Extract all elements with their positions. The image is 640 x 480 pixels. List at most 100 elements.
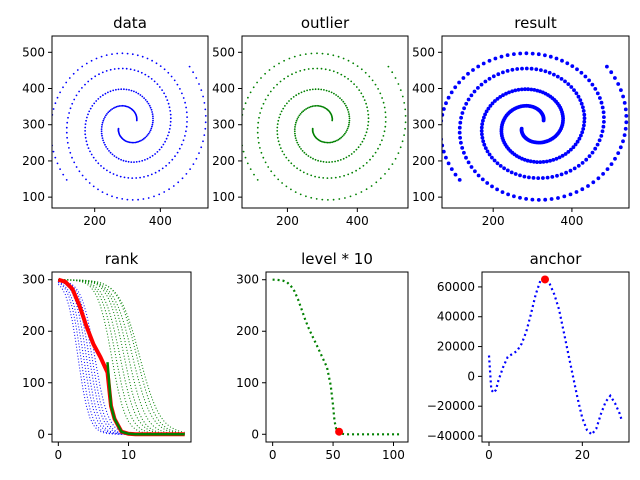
- scatter-point: [557, 155, 562, 160]
- scatter-point: [397, 152, 400, 155]
- scatter-point: [322, 141, 325, 143]
- scatter-point: [292, 96, 295, 98]
- scatter-point: [121, 198, 124, 200]
- scatter-point: [314, 88, 317, 91]
- scatter-point: [151, 111, 154, 113]
- x-tick-label: 20: [575, 448, 590, 462]
- scatter-point: [120, 88, 123, 91]
- scatter-point: [471, 68, 475, 72]
- scatter-point: [152, 117, 154, 120]
- scatter-point: [355, 193, 357, 196]
- scatter-point: [501, 70, 505, 75]
- scatter-point: [598, 96, 602, 100]
- scatter-point: [325, 141, 327, 144]
- scatter-point: [518, 195, 522, 200]
- scatter-point: [141, 138, 144, 141]
- scatter-point: [323, 89, 325, 91]
- scatter-point: [202, 140, 204, 143]
- scatter-point: [460, 111, 465, 115]
- scatter-point: [295, 121, 297, 124]
- scatter-point: [601, 172, 605, 176]
- scatter-point: [151, 121, 154, 124]
- scatter-point: [123, 88, 125, 91]
- scatter-point: [56, 96, 59, 99]
- scatter-point: [148, 104, 151, 107]
- axes-frame: [441, 35, 630, 209]
- scatter-point: [257, 136, 259, 139]
- scatter-point: [498, 95, 503, 99]
- scatter-point: [84, 126, 87, 129]
- scatter-point: [582, 112, 587, 117]
- scatter-point: [348, 113, 350, 115]
- scatter-point: [252, 86, 255, 89]
- scatter-point: [146, 57, 149, 60]
- axes-frame: [241, 35, 409, 209]
- scatter-point: [394, 157, 397, 160]
- scatter-point: [346, 127, 349, 130]
- scatter-point: [78, 170, 81, 173]
- scatter-point: [325, 161, 328, 164]
- scatter-point: [526, 87, 530, 92]
- scatter-point: [106, 193, 109, 196]
- scatter-point: [149, 106, 152, 109]
- scatter-point: [338, 137, 341, 140]
- scatter-point: [309, 156, 312, 159]
- scatter-point: [490, 184, 494, 189]
- scatter-point: [320, 88, 323, 91]
- scatter-point: [314, 158, 317, 161]
- scatter-point: [317, 88, 320, 91]
- scatter-point: [510, 89, 515, 94]
- scatter-point: [192, 71, 195, 74]
- scatter-point: [267, 166, 270, 168]
- scatter-point: [480, 177, 485, 182]
- scatter-point: [101, 191, 104, 194]
- scatter-point: [525, 158, 530, 163]
- scatter-point: [523, 87, 527, 92]
- scatter-point: [113, 155, 116, 157]
- scatter-point: [457, 178, 462, 182]
- scatter-point: [384, 116, 387, 118]
- scatter-point: [579, 133, 583, 138]
- scatter-point: [482, 142, 487, 147]
- scatter-point: [495, 97, 500, 101]
- series-line-green-8: [58, 279, 185, 433]
- scatter-point: [137, 70, 140, 73]
- scatter-point: [65, 179, 68, 181]
- scatter-point: [256, 81, 258, 84]
- scatter-point: [109, 171, 111, 174]
- scatter-point: [130, 141, 132, 144]
- x-tick-label: 400: [560, 214, 583, 228]
- scatter-point: [297, 92, 300, 95]
- scatter-point: [283, 153, 286, 156]
- scatter-point: [283, 59, 285, 62]
- plot-area: [442, 51, 629, 202]
- scatter-point: [133, 69, 136, 71]
- scatter-point: [340, 136, 343, 139]
- scatter-point: [531, 176, 536, 180]
- y-tick-label: 100: [212, 190, 235, 204]
- scatter-point: [622, 133, 627, 138]
- scatter-point: [161, 89, 164, 91]
- scatter-point: [306, 89, 308, 92]
- scatter-point: [571, 145, 576, 150]
- scatter-point: [81, 87, 83, 89]
- scatter-point: [268, 69, 271, 71]
- scatter-point: [188, 65, 191, 68]
- scatter-point: [66, 141, 69, 144]
- scatter-point: [276, 126, 279, 129]
- scatter-point: [355, 148, 358, 151]
- scatter-point: [198, 83, 200, 85]
- scatter-point: [363, 137, 365, 140]
- scatter-point: [294, 137, 297, 140]
- scatter-point: [312, 157, 314, 160]
- scatter-point: [293, 55, 296, 58]
- scatter-point: [586, 184, 590, 188]
- scatter-point: [276, 133, 279, 136]
- scatter-point: [566, 150, 571, 154]
- scatter-point: [294, 191, 297, 194]
- scatter-point: [360, 68, 363, 71]
- scatter-point: [366, 127, 369, 130]
- scatter-point: [379, 177, 382, 180]
- scatter-point: [559, 172, 564, 177]
- scatter-point: [104, 143, 106, 146]
